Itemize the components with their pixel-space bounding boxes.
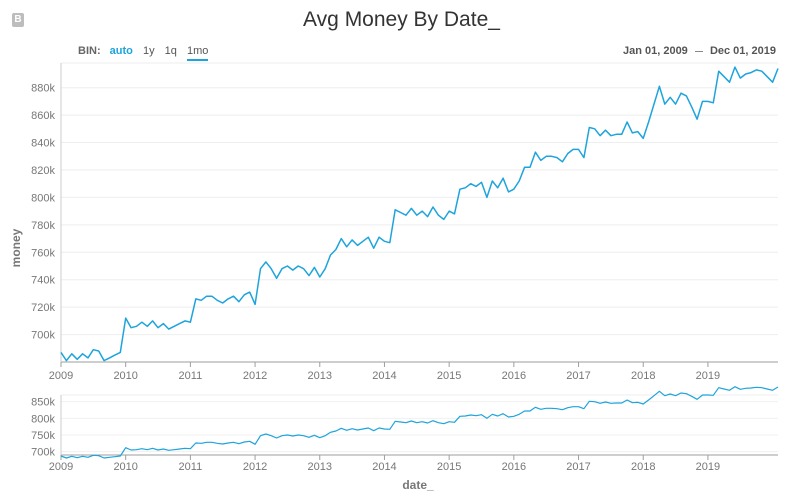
overview-grid	[60, 394, 778, 456]
overview-x-tick-label: 2016	[502, 461, 526, 473]
bin-option-1mo[interactable]: 1mo	[186, 45, 209, 61]
overview-y-tick-label: 700k	[31, 447, 55, 459]
overview-x-tick-label: 2015	[437, 461, 461, 473]
main-x-axis: 2009 2010 2011 2012 2013 2014 2015 2016 2017 2018…	[49, 362, 720, 382]
bin-selector: BIN: auto 1y 1q 1mo	[78, 45, 215, 61]
y-tick-label: 840k	[31, 138, 55, 150]
overview-x-tick-label: 2017	[566, 461, 590, 473]
overview-series-line	[60, 386, 779, 459]
range-dash	[694, 50, 703, 52]
y-tick-label: 860k	[31, 110, 55, 122]
x-tick-label: 2014	[372, 370, 396, 382]
overview-x-tick-label: 2011	[179, 461, 203, 473]
overview-x-tick-label: 2013	[308, 461, 332, 473]
y-axis-label: money	[9, 228, 23, 267]
y-tick-label: 800k	[31, 192, 55, 204]
overview-y-tick-label: 800k	[31, 413, 55, 425]
main-grid	[60, 62, 778, 363]
overview-x-axis: 2009 2010 2011 2012 2013 2014 2015 2016 2017 2018…	[49, 455, 720, 473]
bin-option-1y[interactable]: 1y	[142, 45, 155, 57]
overview-x-tick-label: 2014	[372, 461, 396, 473]
y-tick-label: 820k	[31, 165, 55, 177]
bin-option-auto[interactable]: auto	[109, 45, 133, 57]
y-tick-label: 760k	[31, 247, 55, 259]
bin-label: BIN:	[78, 45, 101, 57]
y-tick-label: 880k	[31, 83, 55, 95]
overview-y-tick-label: 850k	[31, 397, 55, 409]
x-tick-label: 2010	[113, 370, 137, 382]
y-tick-label: 700k	[31, 330, 55, 342]
overview-x-tick-label: 2019	[696, 461, 720, 473]
x-tick-label: 2019	[696, 370, 720, 382]
main-y-axis: 700k 720k 740k 760k 780k 800k 820k 840k 860k 880k	[31, 83, 55, 342]
x-tick-label: 2011	[179, 370, 203, 382]
y-tick-label: 780k	[31, 220, 55, 232]
x-tick-label: 2017	[566, 370, 590, 382]
x-tick-label: 2018	[631, 370, 655, 382]
x-tick-label: 2013	[308, 370, 332, 382]
overview-y-axis: 700k 750k 800k 850k	[31, 397, 55, 459]
range-end: Dec 01, 2019	[709, 45, 776, 57]
overview-x-tick-label: 2009	[49, 461, 73, 473]
x-tick-label: 2009	[49, 370, 73, 382]
overview-x-tick-label: 2010	[113, 461, 137, 473]
x-tick-label: 2012	[243, 370, 267, 382]
bin-option-1q[interactable]: 1q	[164, 45, 177, 57]
panel-badge-icon[interactable]: B	[12, 13, 24, 27]
x-axis-label: date_	[402, 478, 434, 492]
overview-x-tick-label: 2012	[243, 461, 267, 473]
range-start: Jan 01, 2009	[622, 45, 688, 57]
overview-y-tick-label: 750k	[31, 430, 55, 442]
main-series-line	[60, 66, 779, 362]
date-range: Jan 01, 2009 Dec 01, 2019	[623, 45, 776, 57]
chart-title: Avg Money By Date_	[303, 8, 500, 31]
x-tick-label: 2016	[502, 370, 526, 382]
y-tick-label: 740k	[31, 275, 55, 287]
y-tick-label: 720k	[31, 302, 55, 314]
overview-x-tick-label: 2018	[631, 461, 655, 473]
x-tick-label: 2015	[437, 370, 461, 382]
